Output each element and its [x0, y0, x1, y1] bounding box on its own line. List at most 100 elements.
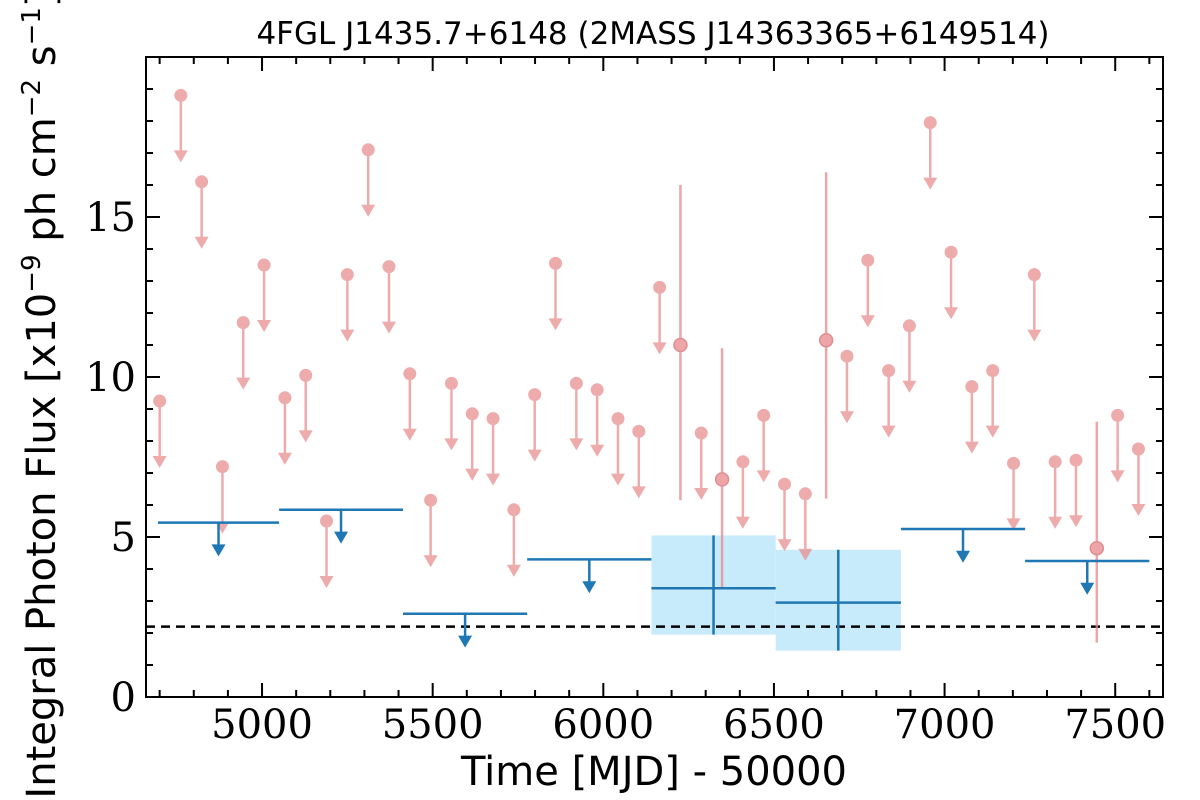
- upper-limit-arrowhead: [798, 548, 813, 561]
- upper-limit-arrowhead: [902, 380, 917, 393]
- upper-limit-marker: [736, 455, 750, 469]
- upper-limit-arrowhead: [652, 342, 667, 355]
- upper-limit-arrowhead: [319, 576, 334, 588]
- x-tick-label: 7000: [894, 702, 996, 748]
- upper-limit-point: [298, 368, 313, 443]
- upper-limit-point: [798, 487, 813, 561]
- upper-limit-point: [1048, 455, 1063, 529]
- upper-limit-marker: [507, 503, 521, 517]
- upper-limit-point: [839, 349, 854, 424]
- y-tick-label: 10: [85, 355, 136, 401]
- upper-limit-arrowhead: [985, 425, 1000, 438]
- binned-upper-limit-arrowhead: [458, 635, 473, 648]
- binned-detection: [651, 535, 776, 635]
- upper-limit-point: [590, 383, 605, 457]
- x-tick-label: 5000: [211, 702, 313, 748]
- detection-marker: [714, 472, 730, 487]
- upper-limit-point: [257, 258, 272, 332]
- upper-limit-marker: [1131, 442, 1145, 456]
- upper-limit-marker: [153, 394, 167, 408]
- upper-limit-arrowhead: [569, 438, 584, 451]
- binned-upper-limit: [900, 527, 1026, 563]
- upper-limit-marker: [320, 514, 334, 528]
- upper-limit-marker: [299, 368, 313, 382]
- upper-limit-arrowhead: [423, 555, 438, 568]
- upper-limit-marker: [778, 477, 792, 491]
- upper-limit-arrowhead: [257, 320, 272, 332]
- detection-marker: [818, 332, 834, 348]
- x-tick-label: 7500: [1064, 702, 1166, 748]
- upper-limit-marker: [986, 364, 1000, 378]
- binned-upper-limit: [279, 508, 403, 544]
- upper-limit-point: [465, 407, 480, 481]
- y-tick-label: 5: [111, 515, 136, 561]
- upper-limit-arrowhead: [277, 452, 292, 465]
- upper-limit-arrowhead: [1110, 470, 1125, 483]
- upper-limit-marker: [1048, 455, 1062, 469]
- upper-limit-point: [985, 364, 1000, 438]
- upper-limit-point: [361, 143, 376, 217]
- upper-limit-point: [152, 394, 167, 468]
- binned-upper-limit: [157, 521, 280, 557]
- upper-limit-arrowhead: [465, 468, 480, 481]
- upper-limit-arrowhead: [610, 473, 625, 486]
- upper-limit-marker: [757, 408, 771, 422]
- upper-limit-point: [548, 256, 563, 331]
- upper-limit-arrowhead: [1006, 518, 1021, 531]
- upper-limit-point: [194, 175, 209, 249]
- upper-limit-point: [1110, 408, 1125, 483]
- upper-limit-arrowhead: [694, 488, 709, 500]
- upper-limit-arrowhead: [756, 470, 771, 483]
- upper-limit-arrowhead: [860, 315, 875, 328]
- x-tick-label: 6000: [552, 702, 654, 748]
- binned-upper-limit-arrowhead: [956, 550, 971, 563]
- detection-point: [673, 185, 688, 501]
- upper-limit-point: [902, 319, 917, 393]
- upper-limit-marker: [569, 376, 583, 390]
- upper-limit-marker: [444, 376, 458, 390]
- upper-limit-point: [881, 364, 896, 438]
- upper-limit-marker: [611, 412, 625, 426]
- upper-limit-marker: [1111, 408, 1125, 422]
- upper-limit-marker: [465, 407, 479, 421]
- upper-limit-point: [631, 424, 646, 499]
- upper-limit-arrowhead: [194, 236, 209, 249]
- upper-limit-marker: [590, 383, 604, 397]
- upper-limit-marker: [798, 487, 812, 501]
- upper-limit-arrowhead: [944, 307, 959, 320]
- upper-limit-point: [444, 376, 459, 451]
- upper-limit-point: [944, 245, 959, 320]
- upper-limit-point: [777, 477, 792, 552]
- y-axis-label: Integral Photon Flux [x10−9 ph cm−2 s−1]: [17, 0, 65, 799]
- upper-limit-point: [1027, 268, 1042, 342]
- upper-limit-arrowhead: [1131, 504, 1146, 516]
- upper-limit-point: [1131, 442, 1146, 516]
- upper-limit-marker: [528, 388, 542, 402]
- upper-limit-marker: [1007, 456, 1021, 470]
- detection-point: [818, 172, 834, 499]
- x-tick-label: 5500: [382, 702, 484, 748]
- y-tick-label: 15: [85, 195, 136, 241]
- upper-limit-arrowhead: [361, 204, 376, 217]
- upper-limit-arrowhead: [173, 150, 188, 163]
- upper-limit-arrowhead: [486, 473, 501, 486]
- upper-limit-point: [486, 412, 501, 486]
- detection-marker: [673, 337, 688, 353]
- upper-limit-marker: [236, 316, 250, 330]
- chart-title: 4FGL J1435.7+6148 (2MASS J14363365+61495…: [256, 16, 1049, 52]
- upper-limit-point: [423, 493, 438, 568]
- upper-limit-point: [381, 260, 396, 334]
- upper-limit-point: [236, 316, 251, 390]
- upper-limit-marker: [340, 268, 354, 282]
- upper-limit-point: [1006, 456, 1021, 531]
- upper-limit-marker: [632, 424, 646, 438]
- x-tick-label: 6500: [723, 702, 825, 748]
- binned-detection: [775, 549, 901, 651]
- upper-limit-point: [860, 253, 875, 328]
- upper-limit-marker: [653, 280, 667, 294]
- binned-upper-limit: [527, 558, 652, 594]
- upper-limit-arrowhead: [735, 516, 750, 529]
- binned-upper-limit-arrowhead: [211, 544, 226, 557]
- binned-upper-limit: [402, 612, 528, 648]
- upper-limit-marker: [174, 88, 188, 102]
